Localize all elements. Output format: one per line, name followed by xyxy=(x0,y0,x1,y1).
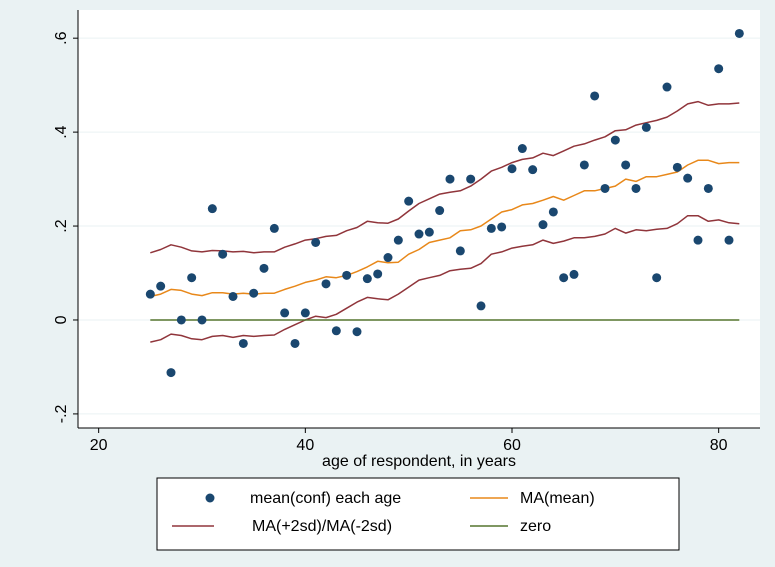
data-point xyxy=(476,301,486,311)
y-tick-label: .4 xyxy=(53,125,70,138)
x-tick-label: 40 xyxy=(296,437,314,454)
data-point xyxy=(579,160,589,170)
data-point xyxy=(383,253,393,263)
legend-label: MA(mean) xyxy=(520,490,595,507)
y-tick-label: .2 xyxy=(53,219,70,232)
data-point xyxy=(486,223,496,233)
data-point xyxy=(300,308,310,318)
data-point xyxy=(703,183,713,193)
series-points xyxy=(145,28,744,378)
data-point xyxy=(734,28,744,38)
data-point xyxy=(528,165,538,175)
data-point xyxy=(249,288,259,298)
data-point xyxy=(362,274,372,284)
x-tick-label: 20 xyxy=(90,437,108,454)
y-tick-label: .6 xyxy=(53,31,70,44)
data-point xyxy=(280,308,290,318)
data-point xyxy=(600,183,610,193)
legend: mean(conf) each age MA(mean) MA(+2sd)/MA(-… xyxy=(172,490,595,535)
data-point xyxy=(321,279,331,289)
data-point xyxy=(672,162,682,172)
data-point xyxy=(156,281,166,291)
legend-label: zero xyxy=(520,518,551,535)
series-line-ma-mean xyxy=(150,159,740,298)
data-point xyxy=(497,222,507,232)
y-axis-ticks: -.2 0 .2 .4 .6 xyxy=(53,31,78,423)
data-point xyxy=(714,64,724,74)
data-point xyxy=(393,235,403,245)
data-point xyxy=(166,368,176,378)
x-tick-label: 60 xyxy=(503,437,521,454)
data-point xyxy=(207,204,217,214)
data-point xyxy=(621,160,631,170)
y-tick-label: 0 xyxy=(53,315,70,324)
data-point xyxy=(228,291,238,301)
data-point xyxy=(455,246,465,256)
data-point xyxy=(218,249,228,259)
data-point xyxy=(724,235,734,245)
data-point xyxy=(652,273,662,283)
data-point xyxy=(290,338,300,348)
y-tick-label: -.2 xyxy=(53,404,70,423)
data-point xyxy=(145,289,155,299)
data-point xyxy=(259,263,269,273)
data-point xyxy=(435,206,445,216)
data-point xyxy=(683,173,693,183)
x-axis-ticks: 20 40 60 80 xyxy=(90,428,728,454)
data-point xyxy=(269,223,279,233)
data-point xyxy=(373,269,383,279)
data-point xyxy=(662,82,672,92)
data-point xyxy=(631,183,641,193)
plot-area xyxy=(78,10,760,428)
legend-label: MA(+2sd)/MA(-2sd) xyxy=(252,518,392,535)
data-point xyxy=(538,220,548,230)
legend-label: mean(conf) each age xyxy=(250,490,401,507)
data-point xyxy=(238,338,248,348)
data-point xyxy=(187,273,197,283)
series-line-ma-2sd xyxy=(150,100,740,254)
legend-marker xyxy=(205,493,215,503)
data-point xyxy=(466,174,476,184)
data-point xyxy=(548,207,558,217)
data-point xyxy=(176,315,186,325)
data-point xyxy=(414,229,424,239)
data-point xyxy=(445,174,455,184)
data-point xyxy=(507,164,517,174)
x-tick-label: 80 xyxy=(710,437,728,454)
data-point xyxy=(352,327,362,337)
x-axis-title: age of respondent, in years xyxy=(322,453,516,470)
data-point xyxy=(559,273,569,283)
data-point xyxy=(424,227,434,237)
data-point xyxy=(641,122,651,132)
data-point xyxy=(590,91,600,101)
data-point xyxy=(693,235,703,245)
data-point xyxy=(517,144,527,154)
series-line-ma-2sd xyxy=(150,214,740,343)
data-point xyxy=(197,315,207,325)
series-lines xyxy=(150,100,740,343)
data-point xyxy=(569,269,579,279)
legend-box xyxy=(156,477,680,551)
data-point xyxy=(610,135,620,145)
data-point xyxy=(311,237,321,247)
data-point xyxy=(404,196,414,206)
data-point xyxy=(331,326,341,336)
data-point xyxy=(342,270,352,280)
